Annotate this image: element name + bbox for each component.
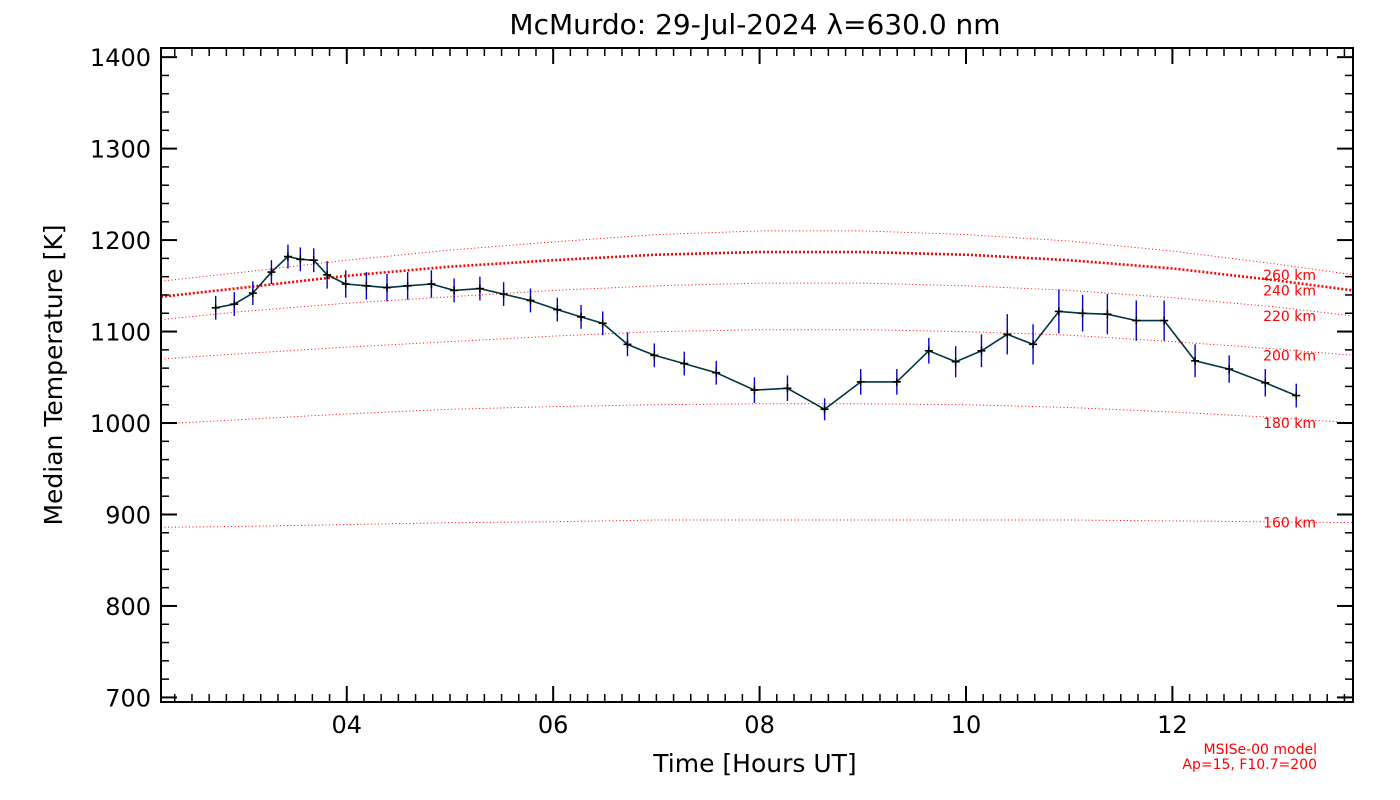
- x-tick-label: 08: [744, 711, 775, 739]
- data-point: [1054, 307, 1063, 316]
- model-curve-label: 260 km: [1263, 268, 1316, 284]
- data-point: [856, 377, 865, 386]
- model-curve-label: 240 km: [1263, 283, 1316, 299]
- model-curve-label: 160 km: [1263, 516, 1316, 532]
- model-curve-260-km: [160, 230, 1354, 282]
- model-curve-180-km: [160, 403, 1354, 425]
- data-point: [1132, 316, 1141, 325]
- chart-title: McMurdo: 29-Jul-2024 λ=630.0 nm: [509, 8, 1000, 41]
- data-point: [977, 346, 986, 355]
- y-tick-label: 700: [105, 684, 151, 712]
- model-curve-200-km: [160, 329, 1354, 360]
- model-curve-label: 220 km: [1263, 309, 1316, 325]
- axes: 700 800 900 1000 1100 1200 1300 1400 04 06 08 10 12: [90, 44, 1353, 739]
- data-point: [403, 281, 412, 290]
- data-point: [283, 252, 292, 261]
- data-point: [1225, 365, 1234, 374]
- data-point: [712, 368, 721, 377]
- data-point: [267, 268, 276, 277]
- x-tick-label: 10: [951, 711, 982, 739]
- model-curve-label: 200 km: [1263, 348, 1316, 364]
- data-point: [750, 386, 759, 395]
- data-point: [475, 284, 484, 293]
- y-tick-label: 1300: [90, 136, 151, 164]
- data-point: [248, 289, 257, 298]
- data-point: [1191, 356, 1200, 365]
- y-tick-label: 1200: [90, 227, 151, 255]
- data-series: [211, 244, 1301, 421]
- data-point: [1292, 391, 1301, 400]
- data-point: [951, 357, 960, 366]
- data-point: [892, 377, 901, 386]
- data-point: [362, 281, 371, 290]
- y-tick-label: 1400: [90, 44, 151, 72]
- y-axis-label: Median Temperature [K]: [39, 224, 68, 525]
- data-point: [383, 283, 392, 292]
- data-point: [341, 279, 350, 288]
- data-point: [680, 359, 689, 368]
- model-note-line2: Ap=15, F10.7=200: [1182, 757, 1317, 773]
- y-tick-label: 900: [105, 501, 151, 529]
- data-point: [820, 405, 829, 414]
- plot-frame: [160, 47, 1354, 703]
- data-point: [577, 312, 586, 321]
- data-point: [1029, 340, 1038, 349]
- x-tick-label: 06: [538, 711, 569, 739]
- x-tick-label: 04: [331, 711, 362, 739]
- model-note-line1: MSISe-00 model: [1203, 742, 1317, 758]
- data-point: [924, 346, 933, 355]
- data-point: [309, 256, 318, 265]
- x-tick-label: 12: [1157, 711, 1188, 739]
- data-point: [1261, 378, 1270, 387]
- data-point: [450, 286, 459, 295]
- data-point: [499, 290, 508, 299]
- data-point: [296, 255, 305, 264]
- data-point: [1078, 309, 1087, 318]
- data-point: [427, 279, 436, 288]
- data-point: [1160, 316, 1169, 325]
- model-curve-label: 180 km: [1263, 416, 1316, 432]
- y-tick-label: 1100: [90, 319, 151, 347]
- data-point: [323, 270, 332, 279]
- x-axis-label: Time [Hours UT]: [652, 749, 856, 778]
- data-point: [1103, 310, 1112, 319]
- y-tick-label: 800: [105, 593, 151, 621]
- data-point: [1003, 330, 1012, 339]
- data-point: [230, 300, 239, 309]
- data-point: [623, 340, 632, 349]
- data-point: [526, 296, 535, 305]
- data-point: [553, 305, 562, 314]
- y-tick-label: 1000: [90, 410, 151, 438]
- data-point: [783, 384, 792, 393]
- model-curve-220-km: [160, 282, 1354, 321]
- model-curve-160-km: [160, 519, 1354, 528]
- data-point: [211, 303, 220, 312]
- model-curve-240-km: [160, 250, 1354, 299]
- data-point: [598, 319, 607, 328]
- series-line: [215, 255, 1297, 411]
- data-point: [650, 351, 659, 360]
